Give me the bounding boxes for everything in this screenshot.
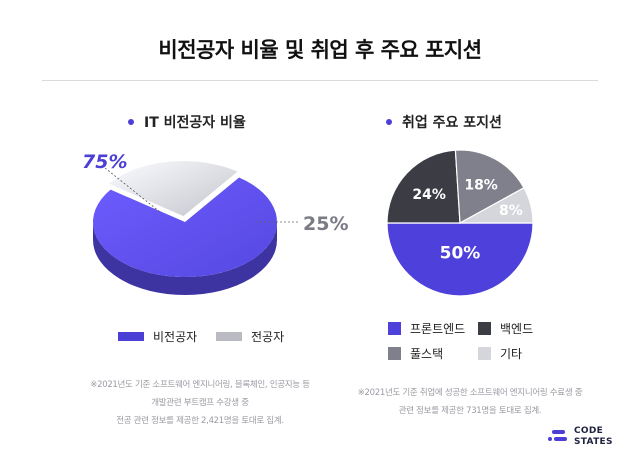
legend-label: 기타 (500, 347, 523, 361)
logo-text-line1: CODE (574, 426, 604, 436)
footnote-line: ※2021년도 기준 소프트웨어 엔지니어링, 블록체인, 인공지능 등 (90, 380, 310, 390)
title-divider (42, 80, 598, 81)
legend-label: 비전공자 (153, 330, 198, 344)
value-label-0: 50% (440, 244, 481, 264)
footnote-line: 전공 관련 정보를 제공한 2,421명을 토대로 집계. (116, 416, 284, 426)
left-chart-heading: IT 비전공자 비율 (128, 112, 246, 132)
page-title: 비전공자 비율 및 취업 후 주요 포지션 (158, 38, 482, 62)
right-pie-chart: 50% 24% 18%8% (386, 149, 534, 297)
right-footnote: ※2021년도 기준 취업에 성공한 소프트웨어 엔지니어링 수료생 중 관련 … (340, 384, 600, 420)
pie-slice-0 (92, 177, 277, 295)
legend-swatch-dark (478, 322, 491, 335)
footnote-line: 관련 정보를 제공한 731명을 토대로 집계. (398, 406, 542, 416)
bullet-dot-icon (128, 119, 134, 125)
logo-text-line2: STATES (574, 437, 613, 447)
footnote-line: 개발관련 부트캠프 수강생 중 (151, 398, 249, 408)
pie-slice-1 (386, 149, 461, 224)
value-label-2: 18% (464, 178, 498, 194)
value-label-3: 8% (499, 203, 523, 219)
legend-label: 전공자 (251, 330, 285, 344)
legend-swatch-purple (388, 322, 401, 335)
legend-swatch-gray (216, 332, 242, 341)
legend-swatch-light (478, 347, 491, 360)
right-chart-heading: 취업 주요 포지션 (386, 112, 502, 132)
logo-mark-icon (548, 430, 567, 441)
left-legend-item-1: 전공자 (216, 328, 284, 345)
value-label-0: 75% (82, 151, 127, 173)
right-legend-item-0: 프론트엔드 (388, 320, 465, 337)
left-legend-item-0: 비전공자 (118, 328, 197, 345)
right-legend-item-3: 기타 (478, 345, 522, 362)
bullet-dot-icon (386, 119, 392, 125)
legend-swatch-mid (388, 347, 401, 360)
legend-label: 백엔드 (500, 322, 534, 336)
right-chart-title: 취업 주요 포지션 (402, 115, 502, 131)
legend-label: 프론트엔드 (410, 322, 466, 336)
left-pie-chart: 75% 25% (82, 151, 348, 295)
pie-slice-0 (386, 222, 534, 297)
codestates-logo: CODE STATES (548, 426, 613, 448)
legend-label: 풀스택 (410, 347, 444, 361)
right-legend-item-2: 풀스택 (388, 345, 443, 362)
pie-slice-2 (454, 149, 525, 224)
right-legend-item-1: 백엔드 (478, 320, 533, 337)
footnote-line: ※2021년도 기준 취업에 성공한 소프트웨어 엔지니어링 수료생 중 (357, 388, 583, 398)
pie-slice-1 (109, 161, 238, 217)
legend-swatch-purple (118, 332, 144, 341)
value-label-1: 25% (303, 213, 348, 235)
value-label-1: 24% (412, 187, 446, 203)
left-chart-title: IT 비전공자 비율 (144, 115, 246, 131)
pie-slice-3 (459, 187, 534, 224)
left-footnote: ※2021년도 기준 소프트웨어 엔지니어링, 블록체인, 인공지능 등 개발관… (70, 376, 330, 430)
